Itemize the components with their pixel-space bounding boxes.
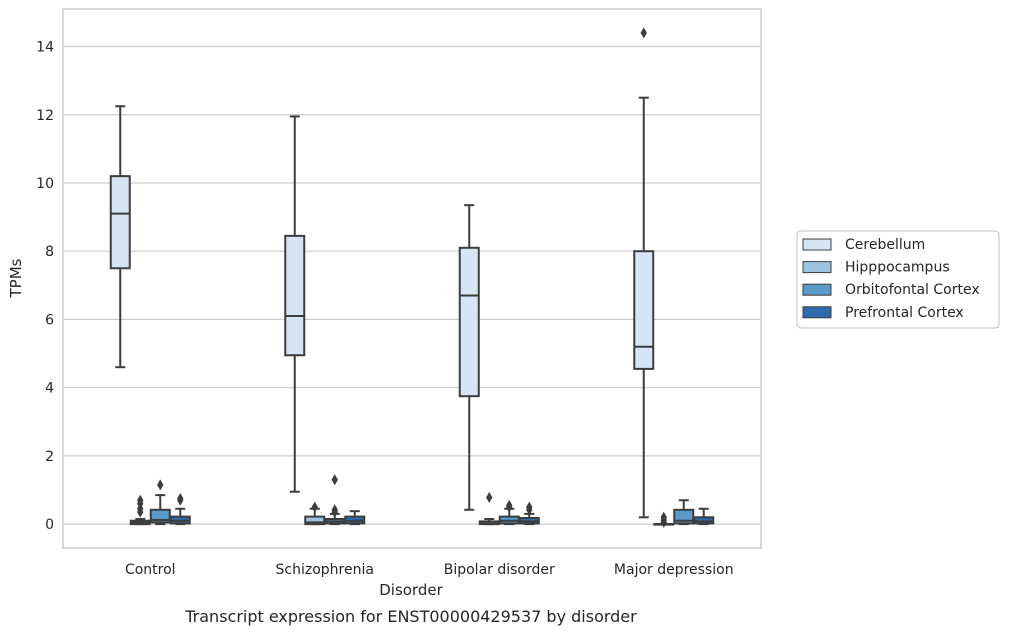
outlier-point	[526, 501, 533, 513]
outlier-point	[311, 501, 318, 513]
x-tick-label: Bipolar disorder	[444, 562, 555, 578]
y-tick-label: 10	[36, 176, 54, 192]
legend-label: Orbitofontal Cortex	[845, 282, 980, 298]
figure-caption: Transcript expression for ENST0000042953…	[184, 607, 637, 626]
legend-label: Hipppocampus	[845, 260, 950, 276]
y-tick-label: 4	[45, 381, 54, 397]
box-iqr	[109, 175, 131, 270]
legend-frame	[796, 230, 1000, 329]
boxes-layer	[109, 27, 715, 528]
box-orbitofontal-cortex	[324, 474, 346, 526]
y-tick-label: 14	[36, 40, 54, 56]
x-tick-label: Control	[125, 562, 176, 578]
x-tick-labels: Control Schizophrenia Bipolar disorder Majo…	[125, 562, 734, 578]
box-iqr	[633, 250, 655, 370]
y-tick-label: 6	[45, 312, 54, 328]
box-prefrontal-cortex	[169, 493, 191, 526]
box-hipppocampus	[304, 501, 326, 526]
box-hipppocampus	[653, 511, 675, 528]
legend-swatch	[802, 283, 832, 296]
x-tick-label: Schizophrenia	[276, 562, 374, 578]
box-iqr	[284, 234, 306, 357]
outlier-point	[157, 479, 164, 491]
box-hipppocampus	[129, 494, 151, 526]
y-tick-label: 0	[45, 517, 54, 533]
outlier-point	[331, 474, 338, 486]
legend-swatch	[802, 261, 832, 274]
outlier-point	[486, 492, 493, 504]
legend-item: Hipppocampus	[802, 260, 950, 276]
y-tick-label: 2	[45, 449, 54, 465]
box-iqr	[458, 246, 480, 398]
outlier-point	[660, 511, 667, 523]
outlier-point	[137, 494, 144, 506]
legend-swatch	[802, 238, 832, 251]
y-tick-label: 8	[45, 244, 54, 260]
box-cerebellum	[284, 115, 306, 493]
outlier-point	[640, 27, 647, 39]
box-orbitofontal-cortex	[673, 499, 695, 526]
box-cerebellum	[109, 105, 131, 369]
box-orbitofontal-cortex	[149, 479, 171, 526]
legend-item: Prefrontal Cortex	[802, 305, 964, 321]
box-cerebellum	[458, 204, 480, 511]
box-prefrontal-cortex	[518, 501, 540, 526]
y-axis-label: TPMs	[7, 258, 25, 298]
box-hipppocampus	[478, 492, 500, 526]
legend-swatch	[802, 306, 832, 319]
box-orbitofontal-cortex	[498, 499, 520, 526]
box-prefrontal-cortex	[344, 510, 366, 526]
x-axis-label: Disorder	[379, 581, 443, 599]
box-prefrontal-cortex	[693, 507, 715, 526]
legend-item: Cerebellum	[802, 237, 925, 253]
y-tick-labels: 0 2 4 6 8 10 12 14	[36, 40, 54, 534]
outlier-point	[506, 499, 513, 511]
y-tick-label: 12	[36, 108, 54, 124]
outlier-point	[177, 493, 184, 505]
outlier-point	[331, 504, 338, 516]
plot-frame	[62, 8, 762, 549]
legend: Cerebellum Hipppocampus Orbitofontal Corte…	[796, 230, 1000, 329]
x-tick-label: Major depression	[614, 562, 734, 578]
legend-label: Cerebellum	[845, 237, 925, 253]
legend-label: Prefrontal Cortex	[845, 305, 964, 321]
box-cerebellum	[633, 27, 655, 519]
box-iqr	[693, 516, 715, 525]
legend-item: Orbitofontal Cortex	[802, 282, 980, 298]
grid-lines	[63, 45, 761, 525]
